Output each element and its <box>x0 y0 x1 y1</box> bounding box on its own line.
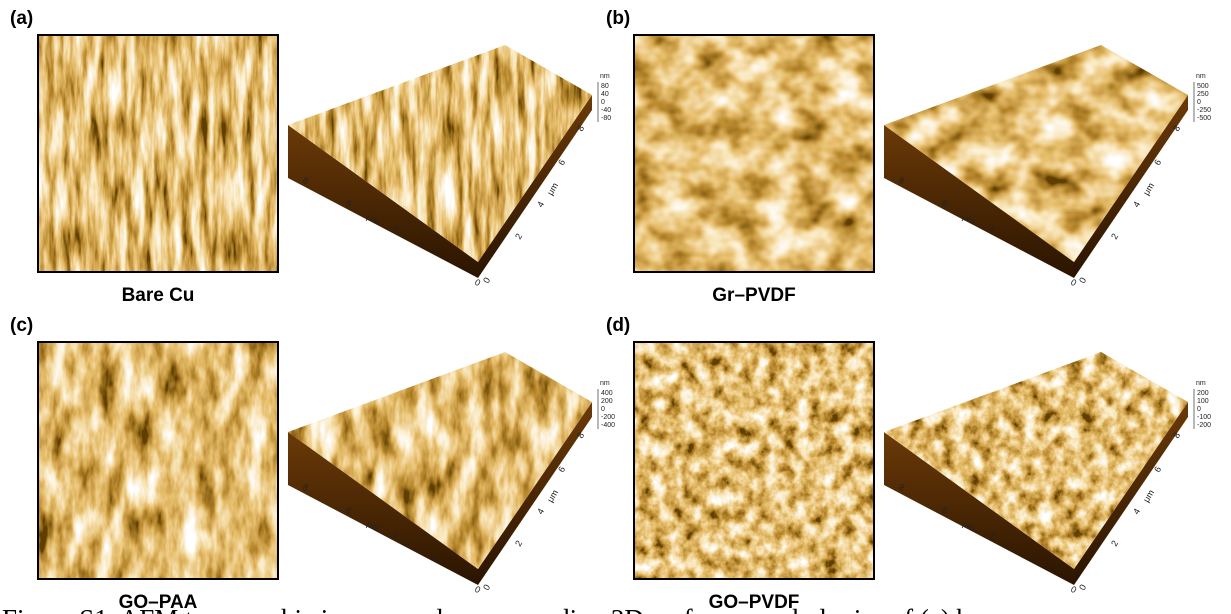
sample-caption: Bare Cu <box>122 285 195 306</box>
sample-caption: GO–PAA <box>119 592 198 613</box>
y-tick-label: 0 <box>481 583 492 592</box>
z-tick-label: -100 <box>1197 414 1211 421</box>
z-tick-label: 250 <box>1197 91 1209 98</box>
z-tick-label: 200 <box>1197 390 1209 397</box>
z-tick-label: 0 <box>601 99 605 106</box>
panel-label: (d) <box>606 315 630 336</box>
z-unit: nm <box>1196 380 1206 387</box>
y-unit: μm <box>545 488 560 504</box>
panel-label: (b) <box>606 8 630 29</box>
y-tick-label: 4 <box>1131 200 1142 209</box>
y-tick-label: 2 <box>513 539 524 548</box>
y-tick-label: 2 <box>1109 232 1120 241</box>
page: Figure S1. AFM topographic images and co… <box>0 0 1231 614</box>
z-tick-label: -200 <box>601 414 615 421</box>
z-tick-label: -500 <box>1197 115 1211 122</box>
afm-image <box>634 35 874 272</box>
y-unit: μm <box>1141 181 1156 197</box>
y-unit: μm <box>1141 488 1156 504</box>
y-tick-label: 6 <box>1152 465 1163 474</box>
afm-image <box>634 342 874 579</box>
y-tick-label: 6 <box>1152 158 1163 167</box>
y-tick-label: 0 <box>1077 276 1088 285</box>
z-tick-label: 100 <box>1197 398 1209 405</box>
z-tick-label: 0 <box>1197 99 1201 106</box>
z-tick-label: 400 <box>601 390 613 397</box>
z-tick-label: -80 <box>601 115 611 122</box>
z-unit: nm <box>600 380 610 387</box>
y-tick-label: 4 <box>535 200 546 209</box>
z-tick-label: 200 <box>601 398 613 405</box>
y-tick-label: 6 <box>556 158 567 167</box>
z-tick-label: -250 <box>1197 107 1211 114</box>
z-unit: nm <box>1196 73 1206 80</box>
afm-image <box>38 35 278 272</box>
figure: Figure S1. AFM topographic images and co… <box>0 0 1231 614</box>
y-unit: μm <box>545 181 560 197</box>
z-tick-label: -400 <box>601 422 615 429</box>
z-tick-label: 40 <box>601 91 609 98</box>
panel-label: (c) <box>10 315 33 336</box>
y-tick-label: 0 <box>481 276 492 285</box>
surface-3d <box>288 352 592 569</box>
y-tick-label: 2 <box>513 232 524 241</box>
sample-caption: Gr–PVDF <box>712 285 795 306</box>
surface-3d <box>884 352 1188 569</box>
panel: (d)GO–PVDFnm2001000-100-20086420μm02468μ… <box>606 315 1211 613</box>
z-tick-label: 0 <box>1197 406 1201 413</box>
panel: (b)Gr–PVDFnm5002500-250-50086420μm02468μ… <box>606 8 1211 306</box>
afm-image <box>38 342 278 579</box>
panel-label: (a) <box>10 8 33 29</box>
y-tick-label: 6 <box>556 465 567 474</box>
surface-3d <box>884 45 1188 262</box>
sample-caption: GO–PVDF <box>709 592 800 613</box>
z-tick-label: 500 <box>1197 83 1209 90</box>
y-tick-label: 4 <box>1131 507 1142 516</box>
y-tick-label: 0 <box>1077 583 1088 592</box>
y-tick-label: 4 <box>535 507 546 516</box>
surface-3d <box>288 45 592 262</box>
z-tick-label: 80 <box>601 83 609 90</box>
z-tick-label: -40 <box>601 107 611 114</box>
z-tick-label: -200 <box>1197 422 1211 429</box>
z-unit: nm <box>600 73 610 80</box>
y-tick-label: 2 <box>1109 539 1120 548</box>
z-tick-label: 0 <box>601 406 605 413</box>
